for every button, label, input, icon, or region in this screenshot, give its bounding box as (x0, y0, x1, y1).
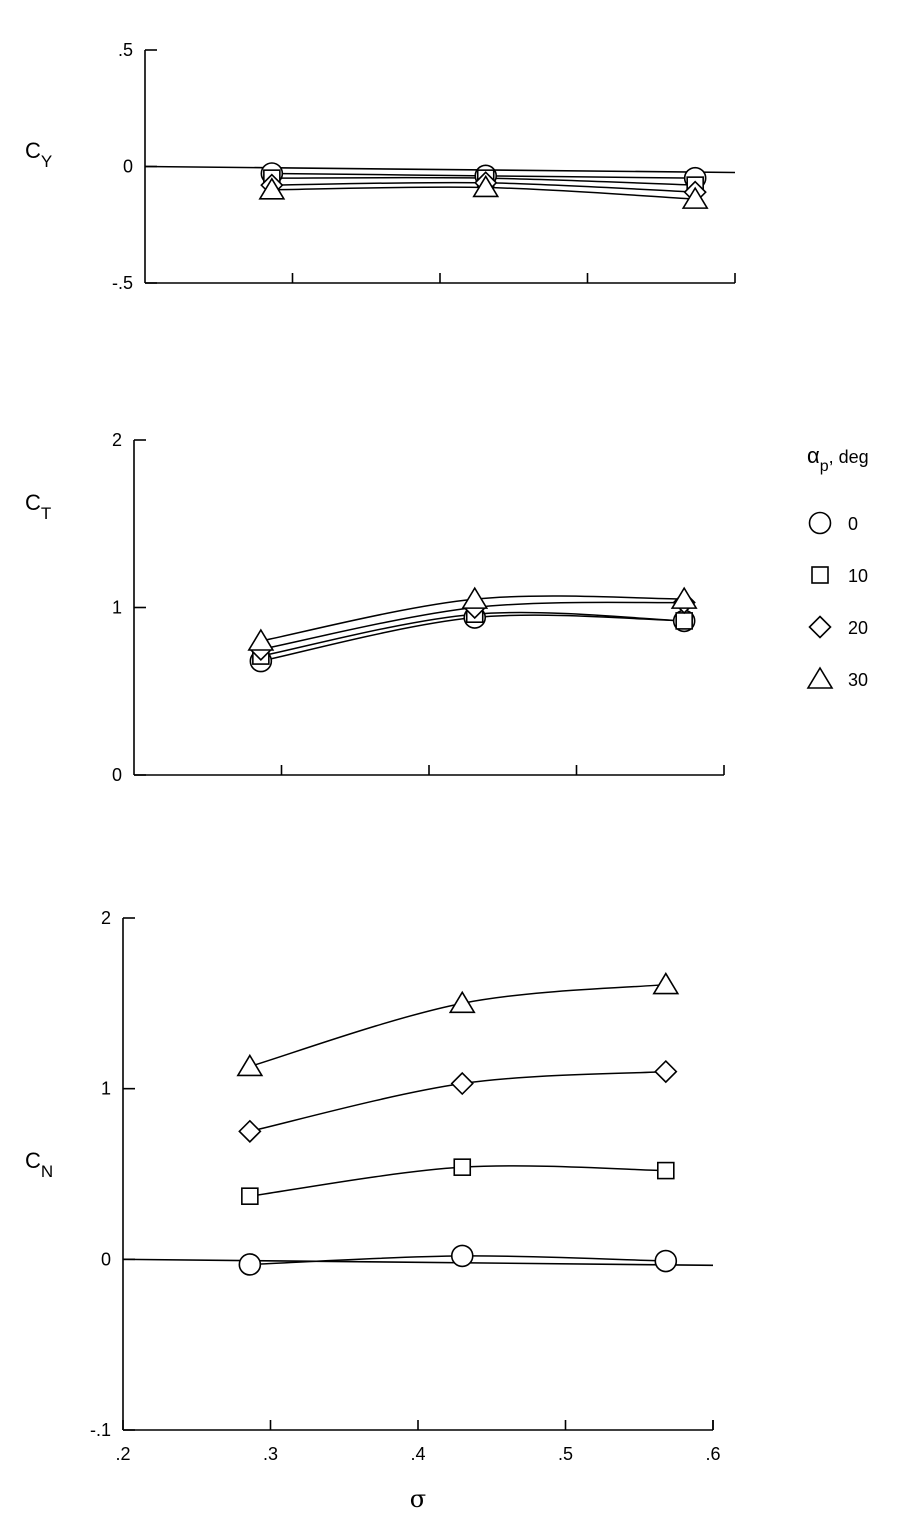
data-point-20 (654, 1059, 678, 1084)
legend-title-sub: p (820, 458, 829, 475)
data-point-10 (241, 1187, 259, 1205)
y-tick-label: 2 (112, 430, 122, 450)
legend-label: 30 (848, 670, 868, 690)
x-tick-label: .5 (558, 1444, 573, 1464)
panel-CT: 2 1 0 CT (25, 430, 725, 785)
y-tick-label: .5 (118, 40, 133, 60)
y-tick-label: 1 (112, 598, 122, 618)
legend: αp, deg 0 10 20 30 (806, 443, 869, 690)
legend-title-rest: , deg (829, 447, 869, 467)
legend-marker-30 (806, 666, 834, 689)
y-axis-label: CY (25, 138, 52, 171)
data-point-0 (450, 1244, 474, 1268)
x-tick-label: .6 (705, 1444, 720, 1464)
x-tick-label: .4 (410, 1444, 425, 1464)
y-tick-label: 0 (123, 157, 133, 177)
data-point-30 (258, 177, 286, 200)
data-point-20 (238, 1119, 262, 1143)
legend-label: 20 (848, 618, 868, 638)
data-point-30 (681, 186, 709, 209)
x-tick-label: .2 (115, 1444, 130, 1464)
legend-marker-20 (808, 615, 832, 639)
zero-line (122, 1258, 714, 1267)
legend-entries: 0 10 20 30 (806, 511, 868, 690)
legend-title: αp, deg (807, 443, 869, 475)
panel-CN: 2 1 0 -.1.2 .3 .4 .5 .6 CN σ (25, 908, 721, 1513)
y-tick-label: -.5 (112, 273, 133, 293)
zero-line (144, 165, 736, 174)
data-point-30 (472, 174, 500, 198)
data-point-20 (450, 1071, 474, 1096)
y-tick-label: 0 (101, 1249, 111, 1269)
data-point-30 (670, 586, 698, 609)
data-point-10 (656, 1161, 675, 1180)
legend-marker-0 (808, 511, 832, 535)
y-tick-label: 0 (112, 765, 122, 785)
plots-layer: .5 0 -.5 CY 2 1 0 CT 2 1 0 -.1.2 .3 .4 .5 .6 CN σ (25, 40, 736, 1513)
legend-marker-10 (811, 566, 829, 584)
data-point-0 (654, 1249, 678, 1273)
data-point-30 (652, 972, 680, 995)
y-axis-label: CT (25, 490, 51, 523)
x-axis-label: σ (410, 1485, 426, 1513)
y-tick-label: 1 (101, 1079, 111, 1099)
y-tick-label: 2 (101, 908, 111, 928)
data-point-30 (236, 1053, 264, 1077)
y-axis-label: CN (25, 1148, 53, 1181)
data-point-10 (453, 1158, 472, 1176)
data-point-30 (448, 990, 476, 1014)
data-point-30 (461, 586, 489, 609)
data-point-30 (247, 628, 275, 651)
data-point-0 (238, 1253, 262, 1276)
series-line-30 (249, 983, 666, 1068)
panel-CY: .5 0 -.5 CY (25, 40, 736, 293)
data-point-10 (675, 612, 693, 630)
x-tick-label: .3 (263, 1444, 278, 1464)
y-tick-label: -.1 (90, 1420, 111, 1440)
legend-label: 10 (848, 566, 868, 586)
legend-label: 0 (848, 514, 858, 534)
legend-title-symbol: α (807, 443, 820, 468)
